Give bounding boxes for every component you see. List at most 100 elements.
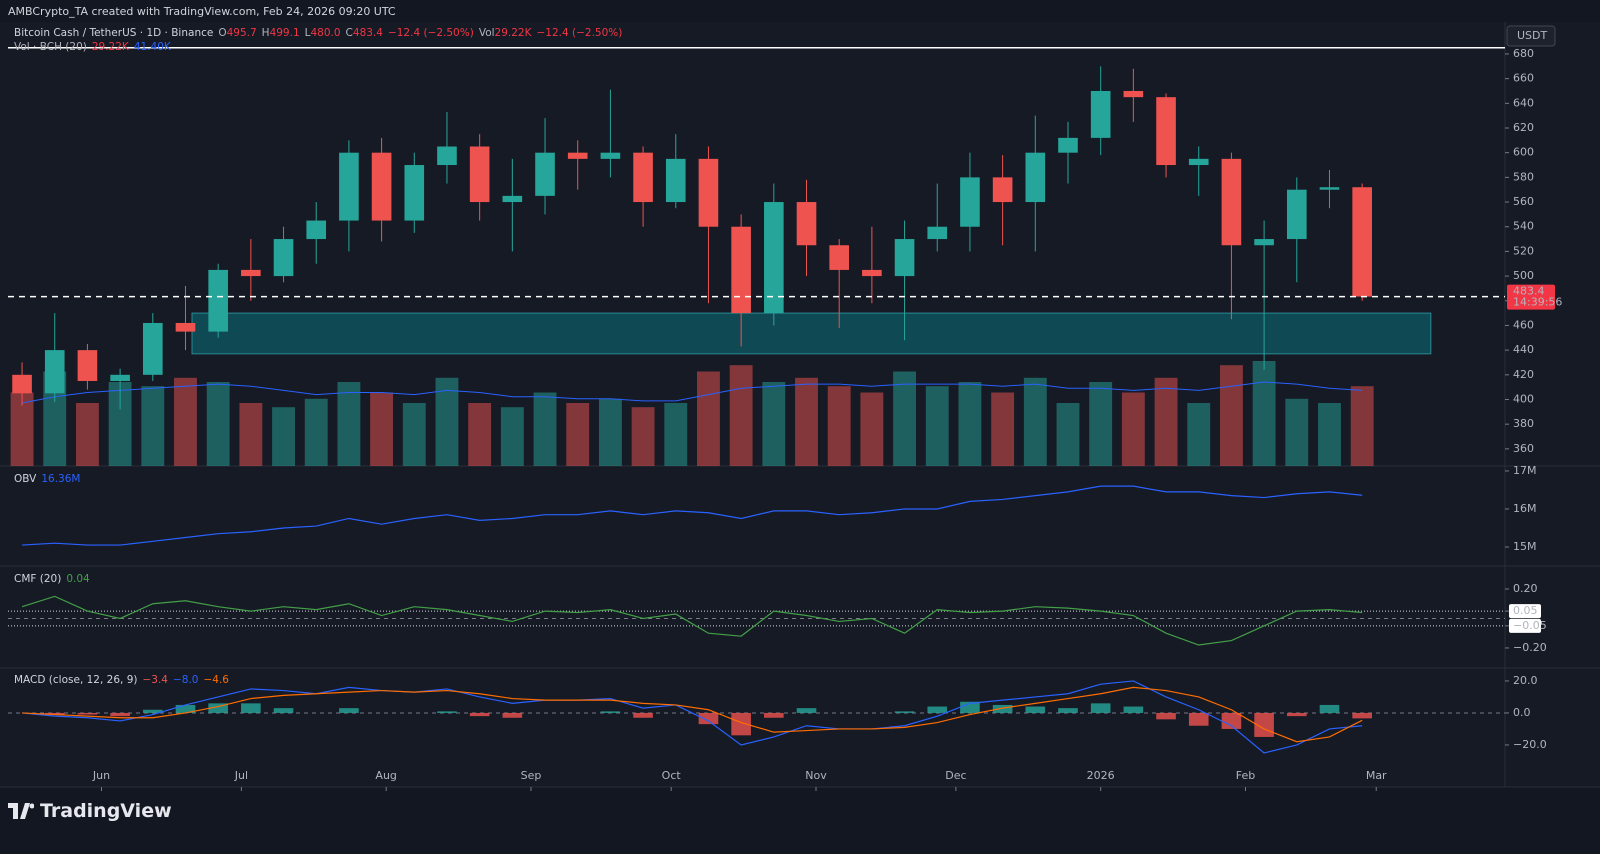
volume-bar: [1154, 377, 1178, 466]
y-tick-label: 580: [1513, 170, 1534, 183]
y-tick-label: 620: [1513, 121, 1534, 134]
volume-bar: [762, 382, 786, 466]
volume-bar: [75, 403, 99, 466]
volume-bar: [43, 371, 67, 466]
volume-bar: [533, 392, 557, 466]
candle-body: [796, 202, 817, 246]
indicator-value: 0.04: [66, 573, 90, 585]
histogram-bar: [1188, 712, 1209, 726]
volume-bar: [729, 365, 753, 466]
candle-body: [110, 374, 130, 381]
ohlc-value: 499.1: [269, 27, 300, 39]
volume-bar: [206, 382, 230, 466]
volume-bar: [925, 386, 949, 466]
x-tick-label: Sep: [521, 769, 542, 782]
volume-bar: [664, 403, 688, 466]
histogram-bar: [731, 712, 751, 736]
volume-bar: [598, 398, 622, 466]
volume-bar: [435, 377, 459, 466]
candle-body: [1090, 90, 1111, 138]
candle-body: [927, 226, 948, 240]
volume-bar: [1023, 377, 1047, 466]
y-tick-label: 600: [1513, 146, 1534, 159]
x-tick-label: Aug: [375, 769, 396, 782]
candle-body: [142, 322, 163, 375]
candle-body: [502, 195, 523, 203]
indicator-line: [21, 680, 1363, 754]
candle-body: [44, 350, 65, 394]
histogram-bar: [698, 712, 719, 725]
support-zone: [191, 312, 1432, 355]
ohlc-label: L: [304, 27, 311, 39]
candle-body: [208, 269, 228, 332]
volume-bar: [500, 407, 524, 466]
y-tick-label: 400: [1513, 392, 1534, 405]
histogram-bar: [992, 704, 1013, 713]
last-price-label: 483.4: [1513, 285, 1545, 298]
volume-bar: [893, 371, 917, 466]
tick-box: [1509, 618, 1541, 633]
candle-body: [1188, 158, 1209, 166]
volume-bar: [1318, 403, 1341, 466]
y-tick-label: 460: [1513, 318, 1534, 331]
logo-icon: [8, 803, 34, 819]
volume-bar: [827, 386, 851, 466]
candle-body: [862, 269, 882, 277]
histogram-bar: [1090, 703, 1111, 713]
indicator-value: 16.36M: [41, 473, 81, 485]
indicator-value: −8.0: [172, 674, 199, 686]
candle-body: [894, 239, 915, 277]
histogram-bar: [339, 708, 359, 713]
histogram-bar: [1352, 712, 1372, 719]
volume-bar: [1056, 403, 1080, 466]
price-change: −12.4 (−2.50%): [387, 27, 474, 39]
volume-ma-value: 41.40K: [133, 41, 171, 53]
y-tick-label: 15M: [1513, 540, 1537, 553]
candle-body: [175, 322, 196, 332]
histogram-bar: [1058, 708, 1078, 713]
x-tick-label: Oct: [662, 769, 682, 782]
brand-name: TradingView: [40, 800, 172, 822]
histogram-bar: [208, 703, 228, 713]
histogram-bar: [1221, 712, 1242, 729]
ohlc-label: C: [345, 27, 353, 39]
last-price-box: [1507, 284, 1555, 310]
candle-body: [1025, 152, 1046, 203]
y-tick-label: 500: [1513, 269, 1534, 282]
candle-body: [535, 152, 555, 196]
y-tick-label: 660: [1513, 72, 1534, 85]
symbol-title: Bitcoin Cash / TetherUS · 1D · Binance: [14, 27, 214, 39]
x-tick-label: Jun: [92, 769, 110, 782]
histogram-bar: [1286, 712, 1307, 717]
volume-bar: [631, 407, 655, 466]
indicator-line: [22, 485, 1363, 546]
volume-bar: [337, 382, 361, 466]
volume-bar: [402, 403, 426, 466]
y-tick-label: 20.0: [1513, 674, 1538, 687]
obv-legend: OBV 16.36M: [14, 473, 80, 485]
histogram-bar: [894, 711, 915, 713]
candle-body: [1286, 189, 1307, 240]
y-tick-label: 16M: [1513, 502, 1537, 515]
y-tick-label: 540: [1513, 220, 1534, 233]
x-tick-label: 2026: [1087, 769, 1115, 782]
volume-bar: [304, 398, 328, 466]
y-tick-label: 380: [1513, 417, 1534, 430]
cmf-legend: CMF (20) 0.04: [14, 573, 90, 585]
volume-bar: [141, 386, 165, 466]
histogram-bar: [469, 712, 490, 717]
candle-body: [567, 152, 588, 159]
header: AMBCrypto_TA created with TradingView.co…: [8, 5, 396, 18]
volume-bar: [370, 392, 394, 466]
histogram-bar: [927, 706, 948, 713]
y-tick-label: −20.0: [1513, 738, 1547, 751]
histogram-bar: [77, 712, 98, 715]
candle-body: [731, 226, 751, 314]
volume-bar: [697, 371, 720, 466]
volume-bar: [991, 392, 1015, 466]
candle-body: [241, 269, 261, 277]
candle-body: [764, 202, 784, 314]
histogram-bar: [633, 712, 653, 718]
indicator-title: CMF (20): [14, 573, 62, 585]
